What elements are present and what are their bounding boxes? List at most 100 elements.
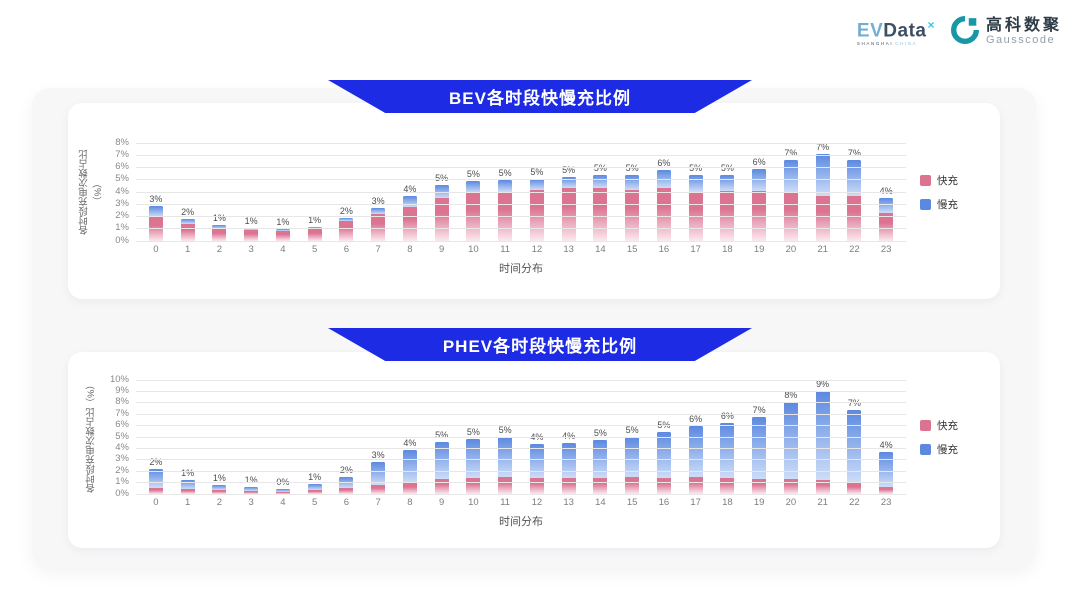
gridline <box>136 390 906 392</box>
x-tick-label: 1 <box>184 497 191 508</box>
bar-segment-fast <box>752 478 767 494</box>
bar-total-label: 5% <box>689 163 702 173</box>
bar-segment-fast <box>529 478 544 494</box>
bar-total-label: 4% <box>403 183 417 194</box>
bar-segment-fast <box>847 482 862 494</box>
bar-segment-slow <box>180 480 195 490</box>
x-tick-label: 21 <box>817 244 828 255</box>
bar-segment-fast <box>879 212 894 241</box>
x-tick-label: 22 <box>849 497 860 508</box>
bar-segment-fast <box>625 189 640 241</box>
bar-total-label: 7% <box>847 148 861 159</box>
legend-swatch-fast <box>920 419 931 431</box>
gridline <box>136 459 906 461</box>
bar-segment-slow <box>688 174 703 192</box>
x-tick-label: 4 <box>280 497 286 508</box>
bar-column: 1% <box>235 380 267 494</box>
bar-segment-slow <box>625 437 640 477</box>
bar-segment-fast <box>434 198 449 241</box>
bar-total-label: 5% <box>625 425 639 436</box>
bar-total-label: 1% <box>308 472 322 483</box>
phev-chart-title: PHEV各时段快慢充比例 <box>442 336 638 356</box>
bar-segment-slow <box>720 174 735 191</box>
bar-column: 2% <box>331 143 363 241</box>
gausscode-g-icon <box>951 16 979 49</box>
bar-segment-fast <box>307 228 322 241</box>
bar-total-label: 7% <box>816 142 830 152</box>
bar-segment-fast <box>498 476 513 494</box>
bar-segment-slow <box>847 160 862 196</box>
x-tick-label: 11 <box>500 497 511 508</box>
bar-segment-fast <box>402 482 417 494</box>
bar-segment-slow <box>593 174 608 189</box>
bar-column: 7% <box>807 143 839 241</box>
x-tick-label: 19 <box>753 497 765 508</box>
bar-segment-slow <box>466 439 481 479</box>
bar-segment-slow <box>275 229 290 231</box>
bar-column: 4% <box>394 143 426 241</box>
bar-total-label: 6% <box>752 156 766 167</box>
bar-total-label: 3% <box>149 193 163 204</box>
bar-column: 7% <box>839 143 871 241</box>
bar-total-label: 1% <box>244 475 258 486</box>
bar-total-label: 5% <box>498 425 512 436</box>
bar-total-label: 2% <box>149 456 163 467</box>
gausscode-logo: 高科数聚 Gausscode <box>951 16 1062 49</box>
bar-segment-slow <box>466 180 481 194</box>
legend-swatch-fast <box>920 174 931 186</box>
bar-total-label: 6% <box>689 413 703 424</box>
x-tick-label: 6 <box>343 244 350 255</box>
bar-segment-fast <box>847 195 862 241</box>
bar-segment-fast <box>656 478 671 494</box>
gridline <box>136 425 906 427</box>
x-tick-label: 10 <box>468 244 479 255</box>
bar-total-label: 5% <box>721 163 734 173</box>
bar-segment-fast <box>371 484 386 494</box>
bar-total-label: 4% <box>562 431 576 442</box>
bar-segment-fast <box>402 206 417 241</box>
gridline <box>136 167 906 168</box>
bar-segment-slow <box>656 432 671 479</box>
phev-x-axis-title: 时间分布 <box>499 515 543 528</box>
bar-column: 0% <box>267 380 299 494</box>
bar-total-label: 4% <box>880 187 893 196</box>
bar-segment-slow <box>371 462 386 485</box>
phev-x-axis-ticks: 0 1 2 3 4 5 6 7 8 9 10 11 12 13 14 15 16 17 18 19 20 21 22 23 <box>136 498 906 508</box>
phev-chart: 各时段充电次数占比（%） 0% 1% 2% 3% 4% 5% 6% 7% 8% 9% 10% 2% 1… <box>68 352 1000 529</box>
bar-segment-fast <box>275 491 290 494</box>
gridline <box>136 203 906 205</box>
bar-column: 5% <box>521 143 553 241</box>
bar-segment-slow <box>529 178 544 190</box>
bar-total-label: 5% <box>466 427 480 438</box>
y-tick-label: 7% <box>115 407 129 419</box>
bar-segment-fast <box>561 188 576 241</box>
bar-segment-fast <box>275 230 290 241</box>
evdata-ev-text: EV <box>856 19 884 41</box>
evdata-logo: EVData× SHANGHAI CHINA <box>857 19 935 47</box>
bar-total-label: 2% <box>339 205 353 216</box>
gridline <box>136 179 906 181</box>
x-tick-label: 10 <box>468 497 479 508</box>
x-tick-label: 14 <box>595 497 606 508</box>
x-tick-label: 9 <box>438 497 445 508</box>
bar-column: 2% <box>172 143 204 241</box>
evdata-data-text: Data <box>883 19 927 41</box>
y-tick-label: 0% <box>115 487 129 499</box>
x-tick-label: 15 <box>626 497 638 508</box>
bev-chart: 各时段充电次数占比（%） 0% 1% 2% 3% 4% 5% 6% 7% 8% 3% 2% 1% 1%… <box>68 103 1000 276</box>
legend-item: 快充 <box>920 418 988 433</box>
x-tick-label: 5 <box>311 244 318 255</box>
legend-label: 慢充 <box>937 443 958 456</box>
gridline <box>136 379 906 381</box>
bar-column: 5% <box>426 143 458 241</box>
gausscode-en-text: Gausscode <box>985 34 1056 47</box>
x-tick-label: 18 <box>722 497 733 508</box>
bar-column: 4% <box>553 380 585 494</box>
bar-segment-slow <box>212 484 227 491</box>
phev-title-banner: PHEV各时段快慢充比例 <box>328 328 752 361</box>
bar-segment-slow <box>434 441 449 480</box>
bar-total-label: 5% <box>435 429 449 440</box>
bar-segment-slow <box>815 154 830 196</box>
bar-segment-fast <box>307 490 322 494</box>
bar-segment-fast <box>212 490 227 494</box>
